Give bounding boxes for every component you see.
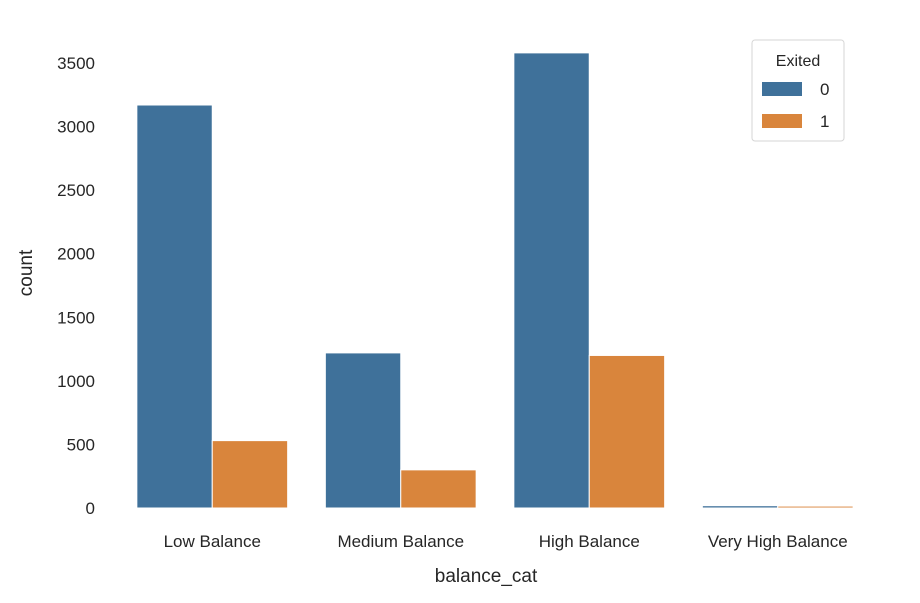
y-tick-label: 3000 [57, 118, 95, 137]
y-tick-label: 1000 [57, 372, 95, 391]
bar-0-1 [324, 352, 402, 509]
bar-1-2 [588, 354, 666, 509]
y-tick-label: 3500 [57, 54, 95, 73]
x-tick-label: Medium Balance [337, 532, 464, 551]
legend: Exited 01 [751, 39, 845, 142]
x-tick-labels: Low Balance Medium Balance High Balance Ver… [164, 532, 848, 551]
x-tick-label: High Balance [539, 532, 640, 551]
y-tick-label: 2500 [57, 181, 95, 200]
x-axis-label: balance_cat [435, 566, 538, 587]
bar-1-0 [211, 440, 289, 509]
bar-1-1 [400, 469, 477, 509]
y-tick-label: 500 [67, 435, 95, 454]
y-tick-label: 2000 [57, 245, 95, 264]
legend-swatch-1 [762, 114, 802, 128]
legend-swatch-0 [762, 82, 802, 96]
x-tick-label: Low Balance [164, 532, 261, 551]
legend-label-1: 1 [820, 112, 829, 131]
y-tick-label: 1500 [57, 308, 95, 327]
legend-items: 01 [762, 80, 829, 131]
bars-layer [136, 52, 854, 509]
legend-label-0: 0 [820, 80, 829, 99]
legend-title: Exited [776, 53, 820, 70]
y-tick-label: 0 [86, 499, 95, 518]
bar-0-3 [701, 505, 779, 509]
bar-0-2 [513, 52, 590, 509]
x-tick-label: Very High Balance [708, 532, 848, 551]
bar-1-3 [777, 505, 854, 509]
bar-0-0 [136, 104, 213, 509]
y-axis-label: count [16, 249, 37, 296]
y-tick-labels: 0 500 1000 1500 2000 2500 3000 3500 [57, 54, 95, 518]
